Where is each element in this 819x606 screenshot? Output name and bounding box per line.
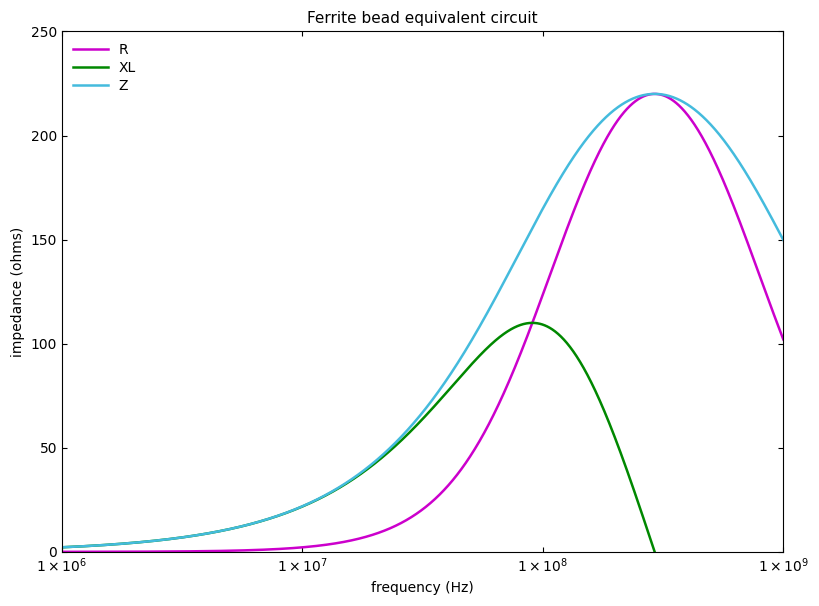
Z (407, 421, 417, 428)
R (624, 102, 634, 110)
R (757, 281, 767, 288)
Y-axis label: impedance (ohms): impedance (ohms) (11, 227, 25, 357)
Z (649, 90, 659, 98)
Z (624, 96, 634, 104)
XL (388, 444, 398, 451)
Title: Ferrite bead equivalent circuit: Ferrite bead equivalent circuit (307, 11, 537, 26)
Z (93, 542, 103, 549)
R (757, 279, 767, 287)
R (649, 90, 659, 98)
R (407, 513, 417, 520)
Line: Z: Z (61, 94, 782, 547)
R (93, 548, 103, 556)
XL (57, 544, 66, 551)
XL (93, 542, 103, 549)
Z (777, 236, 787, 244)
Z (57, 544, 66, 551)
XL (625, 476, 635, 484)
XL (527, 319, 536, 327)
Z (388, 441, 398, 448)
Line: R: R (61, 94, 782, 552)
Z (757, 198, 767, 205)
R (777, 336, 787, 343)
Legend: R, XL, Z: R, XL, Z (69, 38, 140, 97)
R (57, 548, 66, 556)
R (388, 523, 398, 530)
XL (407, 425, 417, 433)
Line: XL: XL (61, 323, 782, 606)
X-axis label: frequency (Hz): frequency (Hz) (371, 581, 473, 595)
Z (757, 198, 767, 205)
